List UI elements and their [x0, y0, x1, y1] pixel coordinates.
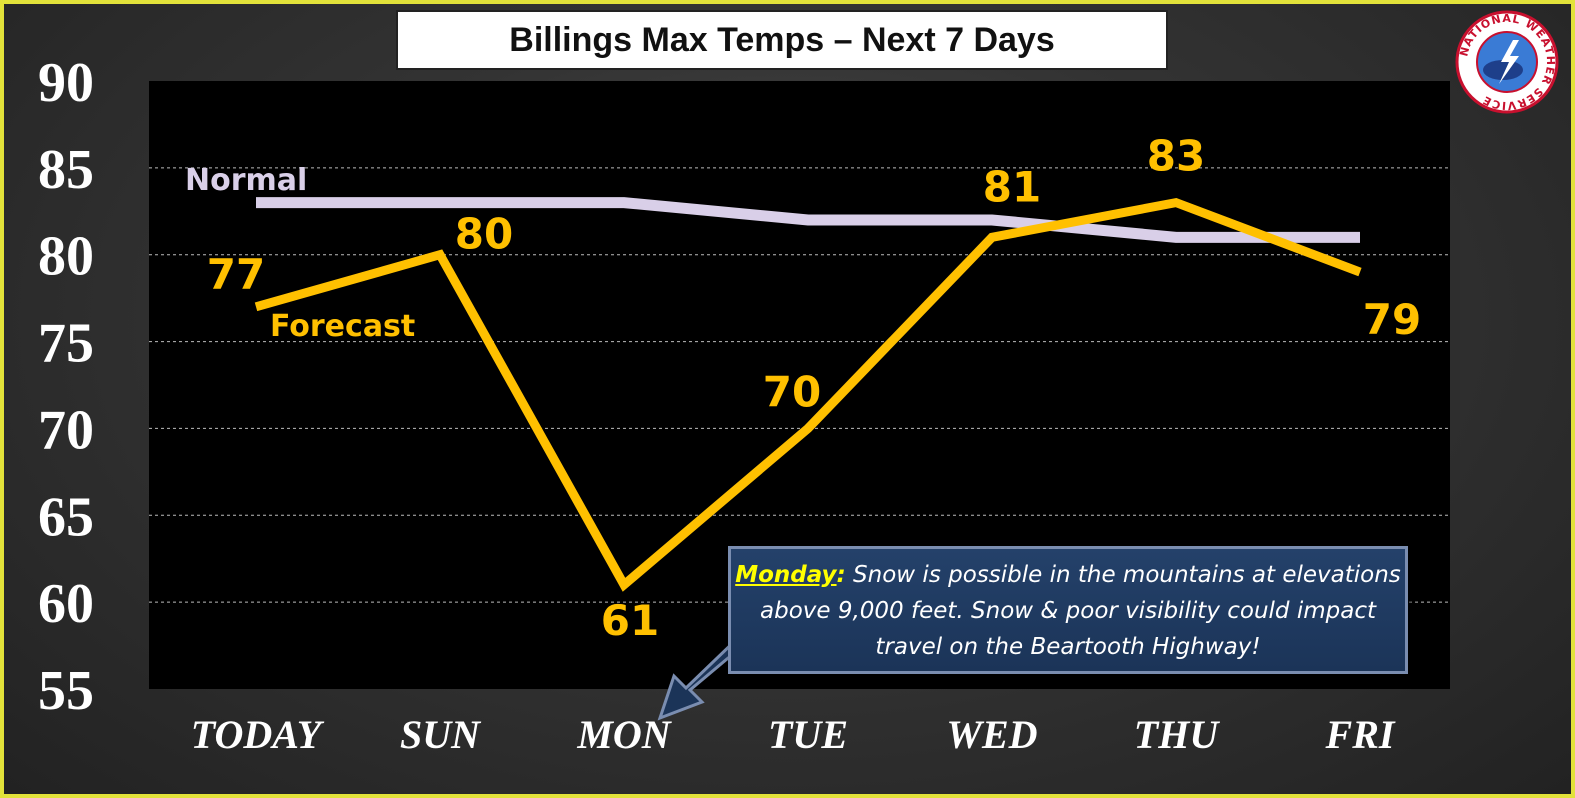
x-tick-label: TODAY: [191, 712, 325, 757]
y-tick-label: 85: [38, 139, 94, 201]
nws-logo-icon: NATIONAL WEATHER SERVICE: [1455, 10, 1559, 114]
data-label: 80: [455, 210, 513, 259]
data-label: 79: [1363, 295, 1421, 344]
series-label-normal: Normal: [185, 163, 307, 198]
data-label: 81: [983, 162, 1041, 211]
callout-highlight: Monday: [735, 562, 837, 588]
x-axis-ticks: TODAY SUN MON TUE WED THU FRI: [191, 712, 1396, 757]
y-tick-label: 80: [38, 226, 94, 288]
y-tick-label: 90: [38, 52, 94, 114]
y-tick-label: 65: [38, 486, 94, 548]
y-tick-label: 60: [38, 573, 94, 635]
y-tick-label: 55: [38, 660, 94, 722]
data-labels: 77 80 61 70 81 83 79: [207, 132, 1421, 645]
series-line-forecast: [254, 197, 1362, 592]
data-label: 70: [763, 367, 821, 416]
data-label: 83: [1147, 132, 1205, 181]
series-lines: [254, 197, 1362, 592]
x-tick-label: TUE: [768, 712, 848, 757]
callout-colon: :: [836, 562, 846, 588]
x-tick-label: THU: [1134, 712, 1221, 757]
y-tick-label: 70: [38, 399, 94, 461]
y-tick-label: 75: [38, 313, 94, 375]
x-tick-label: MON: [576, 712, 672, 757]
y-axis-ticks: 90 85 80 75 70 65 60 55: [38, 52, 94, 722]
data-label: 61: [601, 596, 659, 645]
x-tick-label: SUN: [400, 712, 482, 757]
data-label: 77: [207, 250, 265, 299]
series-label-forecast: Forecast: [270, 309, 415, 344]
x-tick-label: WED: [946, 712, 1037, 757]
x-tick-label: FRI: [1325, 712, 1396, 757]
chart-title: Billings Max Temps – Next 7 Days: [396, 10, 1168, 70]
monday-callout: Monday: Snow is possible in the mountain…: [728, 546, 1408, 674]
callout-text: Snow is possible in the mountains at ele…: [760, 562, 1401, 660]
series-line-normal: [256, 197, 1360, 243]
